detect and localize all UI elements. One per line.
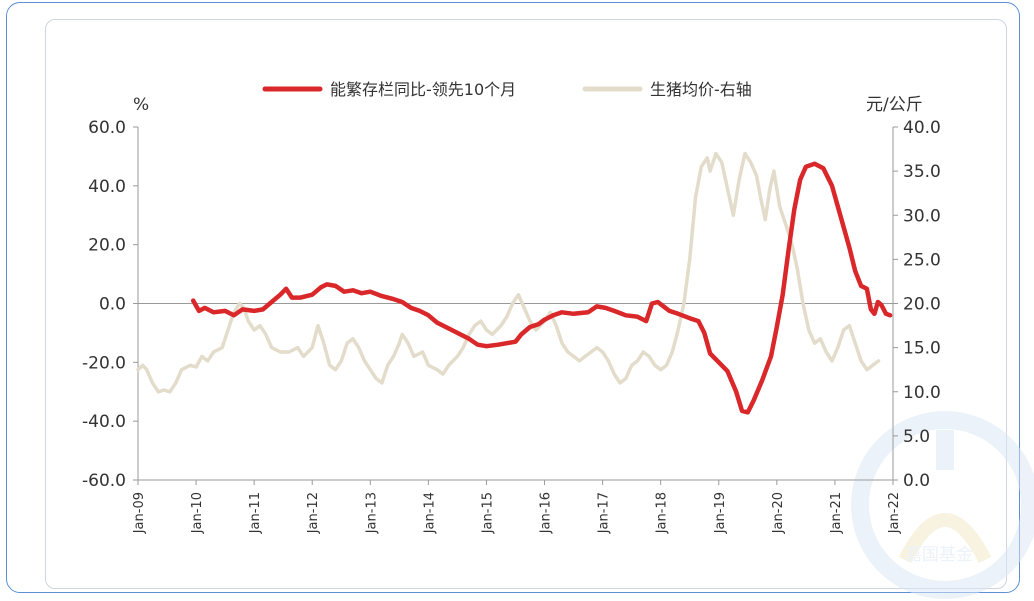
left-tick-label: -40.0 xyxy=(82,412,126,432)
axes: 60.0 40.0 20.0 0.0 -20.0 -40.0 -60.0 40.0 35.0 30… xyxy=(82,118,941,534)
right-tick-label: 30.0 xyxy=(903,206,941,226)
x-tick-label: Jan-13 xyxy=(364,492,379,534)
right-tick-label: 40.0 xyxy=(903,118,941,138)
right-tick-label: 15.0 xyxy=(903,339,941,359)
right-tick-label: 10.0 xyxy=(903,383,941,403)
left-tick-label: 20.0 xyxy=(88,236,126,256)
chart-frame xyxy=(6,2,1020,593)
legend-label-secondary: 生猪均价-右轴 xyxy=(650,80,752,99)
left-tick-label: -60.0 xyxy=(82,471,126,491)
right-tick-label: 20.0 xyxy=(903,295,941,315)
x-tick-label: Jan-19 xyxy=(713,492,728,534)
left-tick-label: 0.0 xyxy=(99,295,126,315)
x-tick-label: Jan-15 xyxy=(480,492,495,534)
series-line-secondary xyxy=(136,151,881,394)
series-layer xyxy=(136,151,893,415)
x-tick-label: Jan-14 xyxy=(422,492,437,534)
watermark-text: 嘉国基金 xyxy=(905,545,973,565)
x-tick-label: Jan-20 xyxy=(771,492,786,534)
x-tick-label: Jan-22 xyxy=(887,492,902,534)
right-tick-label: 5.0 xyxy=(903,427,930,447)
right-axis-unit: 元/公斤 xyxy=(866,95,923,115)
left-axis-unit: % xyxy=(133,95,149,115)
legend-label-primary: 能繁存栏同比-领先10个月 xyxy=(330,80,516,99)
right-tick-label: 25.0 xyxy=(903,250,941,270)
x-tick-label: Jan-21 xyxy=(829,492,844,534)
x-tick-label: Jan-16 xyxy=(539,492,554,534)
left-tick-label: 40.0 xyxy=(88,177,126,197)
watermark-logo: 嘉国基金 xyxy=(851,411,1034,599)
series-line-primary xyxy=(190,161,893,415)
left-tick-label: 60.0 xyxy=(88,118,126,138)
left-tick-label: -20.0 xyxy=(82,353,126,373)
x-tick-label: Jan-11 xyxy=(248,492,263,534)
right-tick-label: 0.0 xyxy=(903,471,930,491)
x-tick-label: Jan-17 xyxy=(597,492,612,534)
x-tick-label: Jan-10 xyxy=(190,492,205,534)
legend: 能繁存栏同比-领先10个月 生猪均价-右轴 xyxy=(262,80,752,99)
x-tick-label: Jan-09 xyxy=(132,492,147,534)
x-tick-label: Jan-12 xyxy=(306,492,321,534)
right-tick-label: 35.0 xyxy=(903,162,941,182)
x-tick-label: Jan-18 xyxy=(655,492,670,534)
